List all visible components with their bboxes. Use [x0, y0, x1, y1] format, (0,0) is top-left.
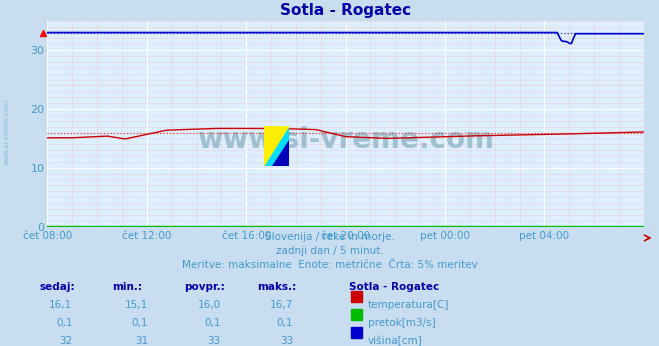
Text: min.:: min.:: [112, 282, 142, 292]
Text: 33: 33: [208, 336, 221, 346]
Text: 31: 31: [135, 336, 148, 346]
Text: 15,1: 15,1: [125, 300, 148, 310]
Text: 16,0: 16,0: [198, 300, 221, 310]
Text: Meritve: maksimalne  Enote: metrične  Črta: 5% meritev: Meritve: maksimalne Enote: metrične Črta…: [182, 260, 477, 270]
Text: 0,1: 0,1: [277, 318, 293, 328]
Text: 0,1: 0,1: [132, 318, 148, 328]
Text: 0,1: 0,1: [204, 318, 221, 328]
Text: www.si-vreme.com: www.si-vreme.com: [197, 126, 494, 154]
Text: 33: 33: [280, 336, 293, 346]
Text: povpr.:: povpr.:: [185, 282, 225, 292]
Text: pretok[m3/s]: pretok[m3/s]: [368, 318, 436, 328]
Text: 0,1: 0,1: [56, 318, 72, 328]
Text: 16,1: 16,1: [49, 300, 72, 310]
Text: zadnji dan / 5 minut.: zadnji dan / 5 minut.: [275, 246, 384, 256]
Polygon shape: [264, 126, 289, 166]
Text: 16,7: 16,7: [270, 300, 293, 310]
Polygon shape: [264, 126, 289, 166]
Text: Sotla - Rogatec: Sotla - Rogatec: [349, 282, 440, 292]
Text: višina[cm]: višina[cm]: [368, 336, 422, 346]
Text: 32: 32: [59, 336, 72, 346]
Text: sedaj:: sedaj:: [40, 282, 75, 292]
Title: Sotla - Rogatec: Sotla - Rogatec: [280, 3, 411, 18]
Text: www.si-vreme.com: www.si-vreme.com: [3, 98, 10, 165]
Polygon shape: [272, 140, 289, 166]
Text: temperatura[C]: temperatura[C]: [368, 300, 449, 310]
Text: maks.:: maks.:: [257, 282, 297, 292]
Text: Slovenija / reke in morje.: Slovenija / reke in morje.: [264, 232, 395, 242]
